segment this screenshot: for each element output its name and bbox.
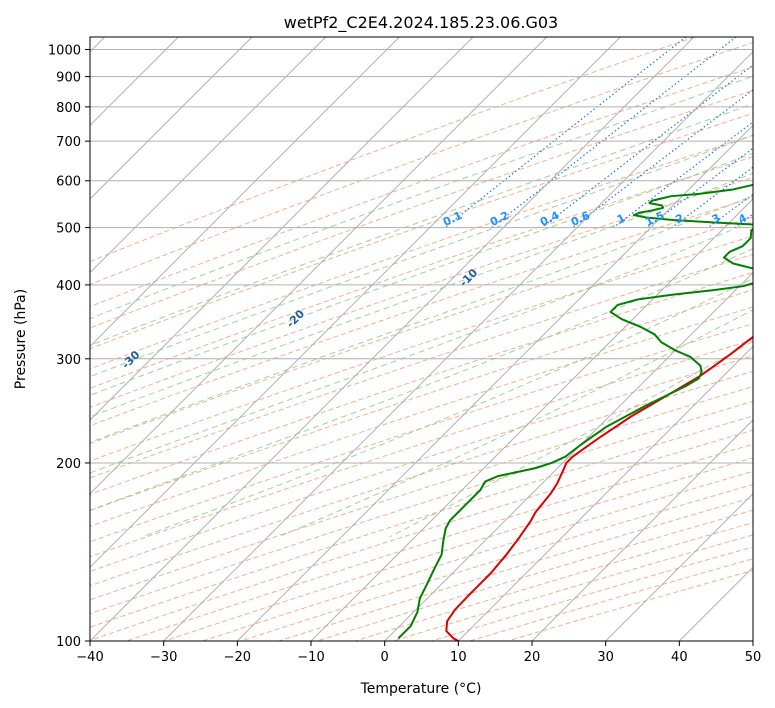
dry-adiabat-line bbox=[164, 457, 753, 641]
dry-adiabat-line bbox=[355, 522, 753, 641]
isotherm-line bbox=[163, 50, 753, 641]
isotherm-line bbox=[90, 37, 695, 641]
isotherm-line bbox=[457, 345, 753, 641]
isotherm-line bbox=[236, 124, 753, 641]
dry-adiabat-line bbox=[393, 534, 753, 641]
mixing-ratio-line bbox=[671, 166, 753, 229]
y-tick-label: 200 bbox=[56, 457, 81, 472]
dry-adiabat-line bbox=[90, 176, 753, 408]
mixing-ratio-line bbox=[444, 37, 687, 229]
y-tick-label: 700 bbox=[56, 135, 81, 150]
axis-layer: −40 −30 −20 −10 0 10 20 30 40 50 100 200 300 400 500 60… bbox=[48, 44, 761, 665]
isotherm-line bbox=[605, 492, 753, 641]
dry-adiabat-label: -20 bbox=[284, 307, 307, 330]
y-tick-label: 100 bbox=[56, 635, 81, 650]
isotherm-line bbox=[310, 198, 753, 641]
mixing-ratio-label: 2 bbox=[673, 211, 685, 226]
dry-adiabat-line bbox=[90, 66, 753, 308]
dry-adiabat-label: -10 bbox=[457, 266, 480, 289]
moist-adiabat-line bbox=[90, 220, 753, 474]
mixing-ratio-label: 0.6 bbox=[569, 209, 592, 229]
dry-adiabat-line bbox=[90, 306, 753, 527]
mixing-ratio-line bbox=[707, 193, 753, 229]
dry-adiabat-line bbox=[90, 339, 753, 558]
dry-adiabat-line bbox=[90, 235, 753, 462]
dry-adiabat-line bbox=[90, 289, 753, 512]
isotherm-line bbox=[678, 566, 753, 641]
dry-adiabat-line bbox=[90, 415, 753, 628]
dry-adiabat-line bbox=[90, 41, 753, 286]
y-tick-label: 500 bbox=[56, 222, 81, 237]
moist-adiabat-line bbox=[141, 277, 753, 538]
plot-frame bbox=[89, 36, 754, 642]
x-tick-label: 40 bbox=[671, 650, 688, 665]
x-tick-label: 10 bbox=[450, 650, 467, 665]
dry-adiabat-line bbox=[90, 271, 753, 496]
series-layer bbox=[397, 183, 753, 641]
dry-adiabat-line bbox=[278, 496, 753, 641]
mixing-ratio-line bbox=[491, 37, 737, 229]
isotherm-line bbox=[752, 640, 753, 641]
moist-adiabat-line bbox=[90, 152, 753, 396]
dry-adiabat-label: -30 bbox=[119, 348, 142, 371]
chart-title: wetPf2_C2E4.2024.185.23.06.G03 bbox=[284, 13, 558, 33]
x-axis-label: Temperature (°C) bbox=[360, 681, 482, 697]
mixing-ratio-line bbox=[572, 89, 753, 229]
dry-adiabat-line bbox=[202, 470, 753, 641]
x-tick-label: −40 bbox=[76, 650, 103, 665]
isotherm-line bbox=[90, 37, 253, 200]
dry-adiabat-line bbox=[90, 323, 753, 543]
moist-adiabat-line bbox=[90, 172, 753, 418]
x-tick-label: 30 bbox=[597, 650, 614, 665]
dry-adiabat-line bbox=[90, 355, 753, 572]
dry-adiabat-line bbox=[90, 37, 695, 263]
y-tick-label: 300 bbox=[56, 353, 81, 368]
x-tick-label: 50 bbox=[745, 650, 762, 665]
x-tick-label: −20 bbox=[224, 650, 251, 665]
x-tick-label: 0 bbox=[381, 650, 389, 665]
y-tick-label: 1000 bbox=[48, 44, 81, 59]
y-tick-label: 400 bbox=[56, 279, 81, 294]
isotherm-line bbox=[531, 419, 753, 641]
x-tick-label: −10 bbox=[297, 650, 324, 665]
y-tick-label: 800 bbox=[56, 101, 81, 116]
isotherm-line bbox=[384, 271, 753, 641]
dewpoint-line bbox=[397, 183, 753, 640]
dry-adiabat-line bbox=[90, 385, 753, 601]
moist-adiabat-line bbox=[90, 103, 753, 346]
dry-adiabat-line bbox=[90, 370, 753, 587]
isotherm-line bbox=[90, 37, 548, 495]
moist-adiabat-line bbox=[278, 309, 753, 538]
isotherm-line bbox=[90, 37, 327, 274]
isotherm-line bbox=[90, 37, 400, 348]
y-tick-label: 600 bbox=[56, 175, 81, 190]
moist-adiabat-line bbox=[90, 75, 753, 320]
mixing-ratio-label: 0.2 bbox=[488, 209, 511, 229]
x-tick-label: 20 bbox=[524, 650, 541, 665]
dry-adiabat-line bbox=[90, 253, 753, 479]
isotherm-line bbox=[90, 37, 474, 421]
y-axis-label: Pressure (hPa) bbox=[13, 289, 29, 389]
y-tick-label: 900 bbox=[56, 71, 81, 86]
dry-adiabat-line bbox=[90, 156, 753, 389]
dry-adiabat-line bbox=[90, 112, 753, 350]
temperature-line bbox=[445, 335, 753, 641]
mixing-ratio-line bbox=[734, 213, 753, 229]
moist-adiabat-line bbox=[90, 248, 753, 511]
x-tick-label: −30 bbox=[150, 650, 177, 665]
dry-adiabat-line bbox=[90, 400, 753, 615]
mixing-ratio-line bbox=[541, 64, 753, 229]
moist-adiabat-line bbox=[90, 195, 753, 443]
dry-adiabat-line bbox=[316, 509, 753, 641]
isotherm-line bbox=[90, 37, 621, 569]
mixing-ratio-label: 0.4 bbox=[538, 209, 561, 229]
grid-layer bbox=[90, 37, 753, 641]
moist-adiabat-line bbox=[90, 134, 753, 378]
